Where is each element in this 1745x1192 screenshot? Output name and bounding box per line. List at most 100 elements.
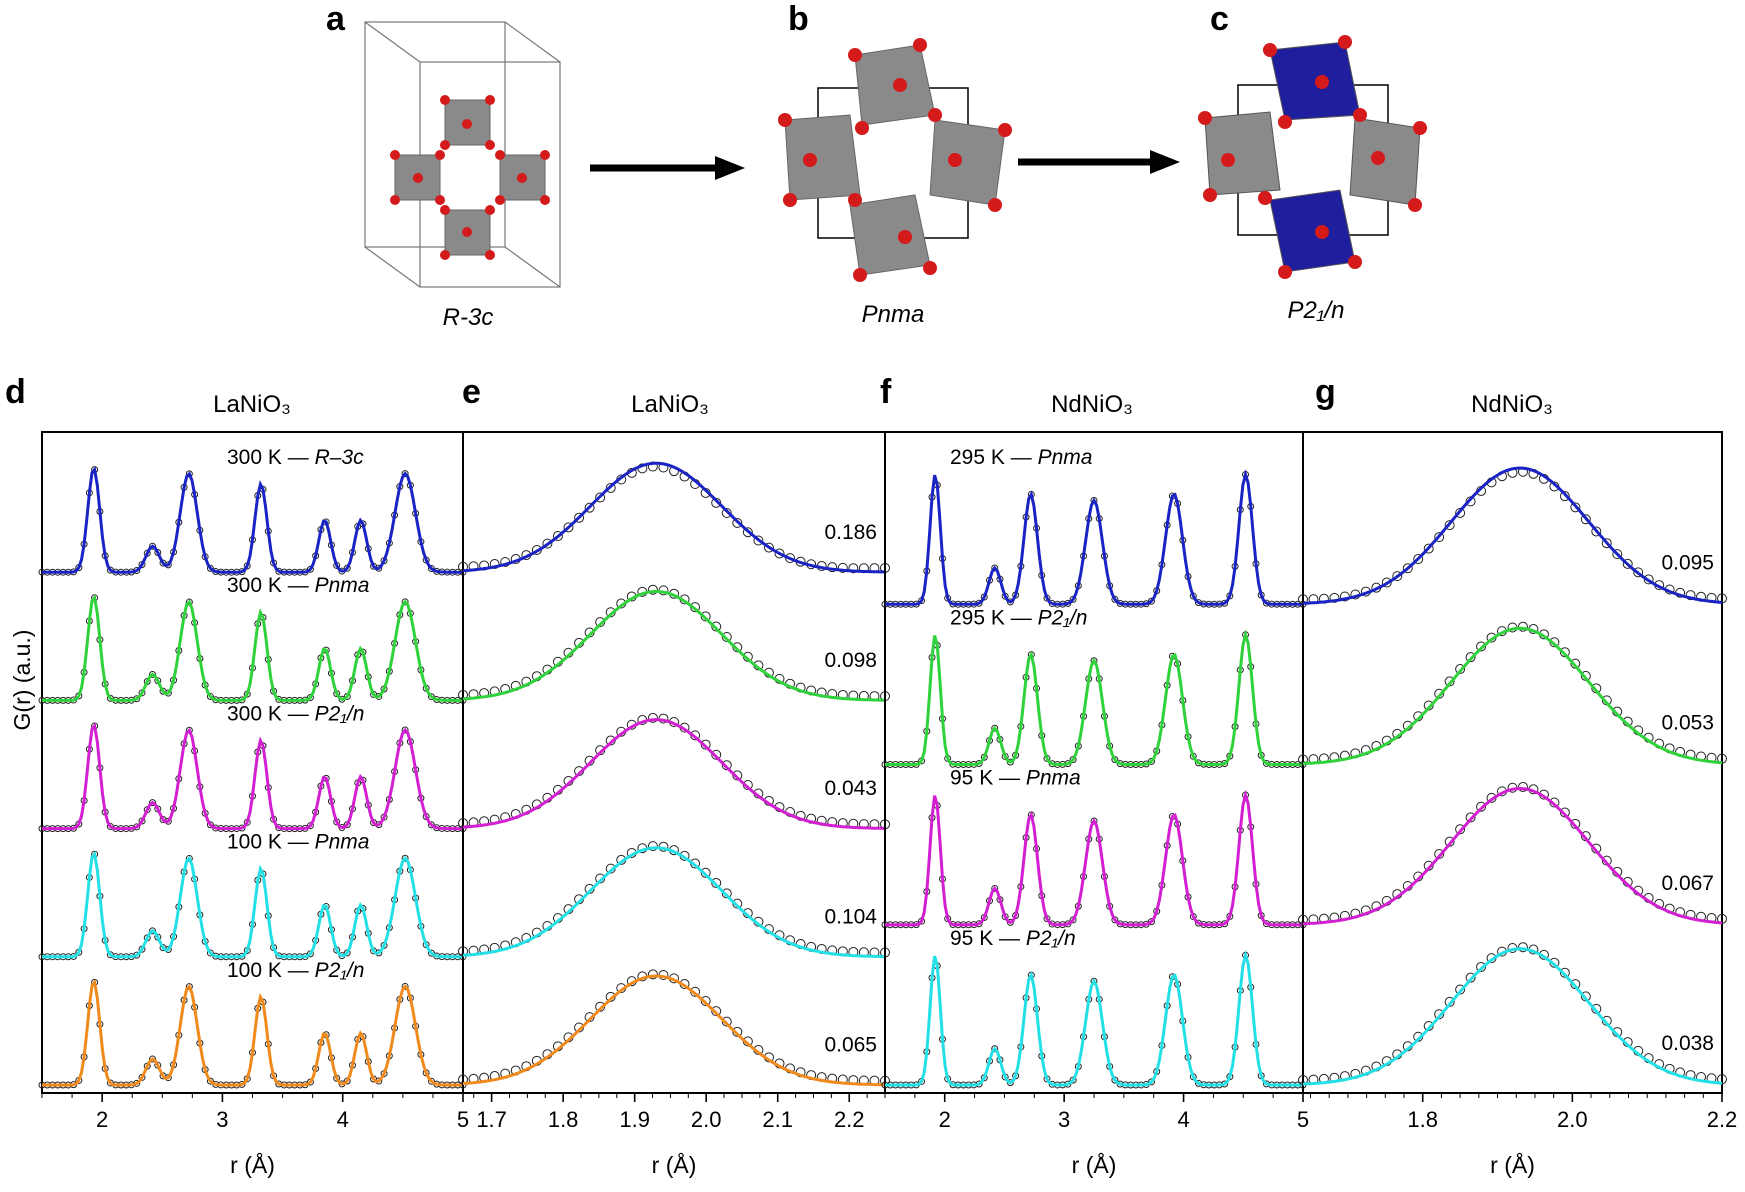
data-point bbox=[721, 760, 732, 771]
data-point bbox=[1465, 972, 1476, 983]
data-point bbox=[711, 1006, 722, 1017]
data-point bbox=[1476, 801, 1487, 812]
data-point bbox=[1381, 577, 1392, 588]
rw-value: 0.053 bbox=[1661, 712, 1714, 735]
data-point bbox=[1601, 538, 1612, 549]
rw-value: 0.104 bbox=[824, 905, 877, 928]
data-point bbox=[711, 621, 722, 632]
fit-line bbox=[462, 846, 885, 958]
data-point bbox=[1633, 567, 1644, 578]
series-4: 100 K — Pnma bbox=[38, 831, 467, 961]
data-point bbox=[700, 611, 711, 622]
panel-letter-b: b bbox=[788, 0, 809, 38]
chart-title: NdNiO₃ bbox=[1471, 391, 1553, 418]
data-point bbox=[700, 995, 711, 1006]
x-tick-label: 1.7 bbox=[476, 1107, 507, 1132]
fit-line bbox=[42, 466, 463, 574]
data-point bbox=[1413, 554, 1424, 565]
fit-line bbox=[1302, 626, 1723, 766]
rw-value: 0.098 bbox=[824, 649, 877, 672]
data-point bbox=[711, 749, 722, 760]
data-point bbox=[1559, 491, 1570, 502]
data-point bbox=[721, 632, 732, 643]
rw-value: 0.043 bbox=[824, 777, 877, 800]
data-point bbox=[1591, 526, 1602, 537]
chart-title: NdNiO₃ bbox=[1051, 391, 1133, 418]
data-point bbox=[552, 531, 563, 542]
rw-value: 0.186 bbox=[824, 521, 877, 544]
x-tick-label: 2 bbox=[939, 1107, 951, 1132]
fit-line bbox=[1302, 947, 1723, 1086]
data-point bbox=[647, 584, 658, 595]
fit-line bbox=[42, 722, 463, 831]
data-point bbox=[647, 969, 658, 980]
panel-letter-c: c bbox=[1210, 0, 1229, 38]
fit-line bbox=[1302, 786, 1723, 926]
data-point bbox=[458, 946, 468, 957]
oxygen-atoms-a bbox=[390, 95, 550, 260]
data-point bbox=[1517, 621, 1528, 632]
data-point bbox=[711, 877, 722, 888]
unit-cell-box bbox=[364, 21, 561, 288]
data-point bbox=[1434, 532, 1445, 543]
rw-value: 0.067 bbox=[1661, 872, 1714, 895]
data-point bbox=[584, 502, 595, 513]
series-4: 0.104 bbox=[458, 841, 890, 958]
data-point bbox=[427, 949, 435, 957]
data-point bbox=[700, 867, 711, 878]
data-point bbox=[991, 884, 999, 892]
series-1: 300 K — R–3c bbox=[38, 446, 467, 576]
series-3: 95 K — Pnma bbox=[881, 767, 1307, 929]
data-point bbox=[206, 821, 214, 829]
fit-line bbox=[42, 850, 463, 959]
data-point bbox=[774, 548, 785, 559]
series-label: 295 K — P2₁/n bbox=[950, 606, 1087, 629]
series-2: 0.098 bbox=[458, 584, 890, 702]
data-point bbox=[427, 821, 435, 829]
octahedra-orthorhombic bbox=[784, 44, 1006, 276]
data-point bbox=[1465, 812, 1476, 823]
data-point bbox=[1717, 593, 1727, 604]
data-point bbox=[574, 512, 585, 523]
x-axis-label: r (Å) bbox=[1072, 1151, 1117, 1178]
series-2: 0.053 bbox=[1298, 621, 1727, 766]
series-label: 100 K — P2₁/n bbox=[227, 959, 364, 982]
y-axis-label: G(r) (a.u.) bbox=[9, 630, 35, 731]
fit-line bbox=[42, 978, 463, 1087]
data-point bbox=[401, 470, 409, 478]
data-point bbox=[1298, 1075, 1308, 1086]
data-point bbox=[206, 564, 214, 572]
data-point bbox=[700, 739, 711, 750]
oxygen-atoms-c bbox=[1198, 35, 1427, 279]
data-point bbox=[1455, 984, 1466, 995]
x-tick-label: 1.8 bbox=[548, 1107, 579, 1132]
data-point bbox=[991, 724, 999, 732]
data-point bbox=[401, 598, 409, 606]
data-point bbox=[1622, 558, 1633, 569]
data-point bbox=[1147, 1078, 1155, 1086]
data-point bbox=[1476, 961, 1487, 972]
data-point bbox=[149, 799, 157, 807]
data-point bbox=[1455, 664, 1466, 675]
series-label: 95 K — Pnma bbox=[950, 767, 1081, 790]
data-point bbox=[721, 888, 732, 899]
data-point bbox=[206, 949, 214, 957]
data-point bbox=[848, 563, 859, 574]
series-2: 295 K — P2₁/n bbox=[881, 606, 1307, 768]
data-point bbox=[742, 527, 753, 538]
chart-title: LaNiO₃ bbox=[213, 391, 291, 418]
data-point bbox=[206, 1077, 214, 1085]
series-5: 0.065 bbox=[458, 969, 890, 1087]
data-point bbox=[458, 561, 468, 572]
data-point bbox=[1580, 514, 1591, 525]
data-point bbox=[1717, 1074, 1727, 1085]
fit-line bbox=[462, 974, 885, 1087]
space-group-label-a: R-3c bbox=[443, 304, 494, 331]
fit-line bbox=[462, 461, 885, 574]
plot-frame bbox=[1302, 431, 1723, 1094]
chart-panel-g: g NdNiO₃ 1.8 2.0 2.2 r (Å) 0.095 0.053 0.067 0.03… bbox=[1298, 373, 1737, 1178]
data-point bbox=[1444, 520, 1455, 531]
data-point bbox=[1559, 647, 1570, 658]
structure-panel-a: a R-3c bbox=[326, 0, 561, 331]
series-4: 0.038 bbox=[1298, 942, 1727, 1086]
